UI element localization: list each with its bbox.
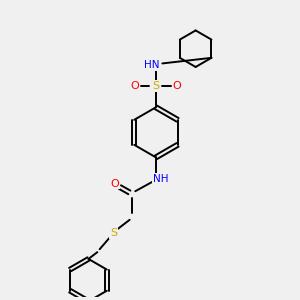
Text: O: O [110,178,119,189]
Text: O: O [130,81,139,91]
Text: NH: NH [153,174,168,184]
Text: S: S [110,228,117,238]
Text: S: S [152,81,160,91]
Text: O: O [173,81,182,91]
Text: HN: HN [144,60,159,70]
